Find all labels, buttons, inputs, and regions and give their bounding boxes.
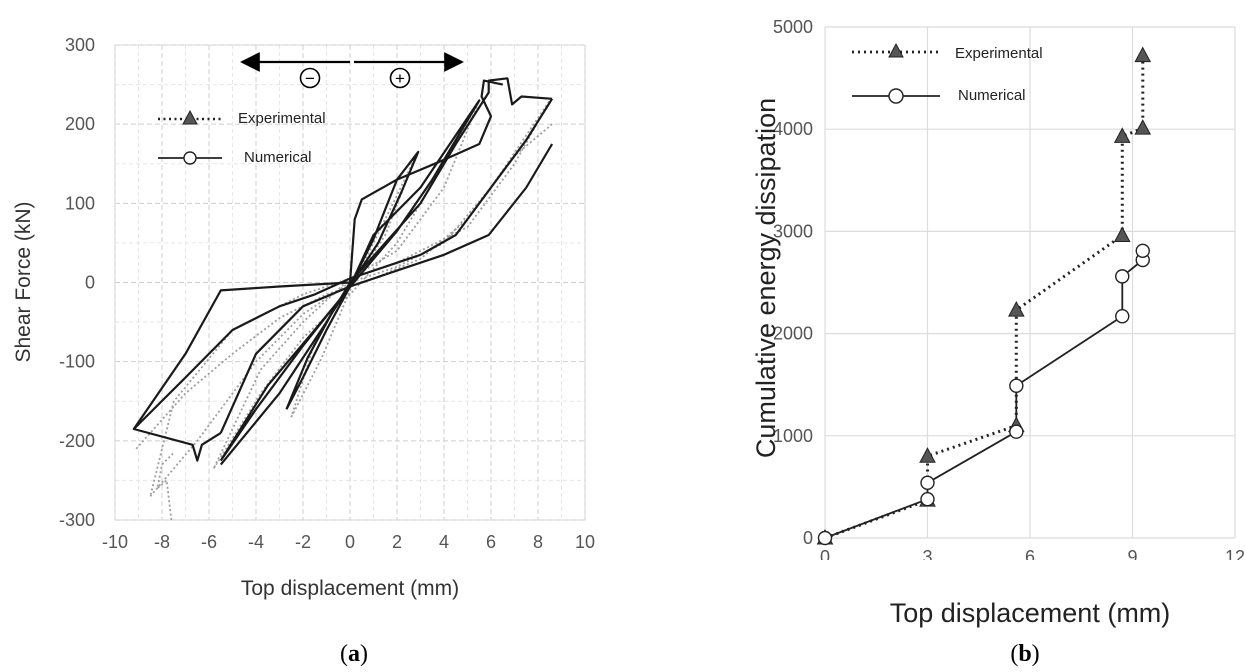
x-tick-label: 4 xyxy=(439,532,449,552)
y-tick-label: 300 xyxy=(65,35,95,55)
x-tick-label: 9 xyxy=(1127,547,1137,567)
experimental-data-point xyxy=(1134,46,1152,63)
experimental-data-point xyxy=(919,447,936,463)
legend-numerical-label: Numerical xyxy=(958,87,1026,104)
x-tick-label: 2 xyxy=(392,532,402,552)
chart-b-panel-label: (b) xyxy=(1010,641,1039,667)
x-tick-label: 8 xyxy=(533,532,543,552)
chart-a-panel-label: (a) xyxy=(340,641,368,667)
y-tick-label: 200 xyxy=(65,114,95,134)
y-tick-label: -100 xyxy=(59,352,95,372)
negative-sign: − xyxy=(305,69,315,88)
x-tick-clip xyxy=(800,560,1245,580)
x-tick-label: 6 xyxy=(1025,547,1035,567)
numerical-data-point xyxy=(1115,309,1130,324)
x-tick-label: 0 xyxy=(345,532,355,552)
chart-b-x-axis-label: Top displacement (mm) xyxy=(890,598,1171,628)
experimental-hysteresis-loop xyxy=(156,452,175,521)
numerical-data-point xyxy=(1115,269,1130,284)
legend-numerical-label: Numerical xyxy=(244,149,312,166)
x-tick-label: -2 xyxy=(295,532,311,552)
legend-experimental-label: Experimental xyxy=(955,45,1043,62)
numerical-series-line xyxy=(824,250,1144,539)
y-tick-label: 1000 xyxy=(773,426,813,446)
chart-a-legend: Experimental Numerical xyxy=(158,109,326,166)
chart-b-grid xyxy=(824,26,1236,539)
legend-experimental-marker xyxy=(182,109,198,125)
x-tick-label: -10 xyxy=(102,532,128,552)
experimental-hysteresis-loop xyxy=(212,99,481,469)
chart-b-legend: Experimental Numerical xyxy=(852,42,1043,104)
x-tick-label: 0 xyxy=(820,547,830,567)
experimental-hysteresis-loop xyxy=(135,123,553,450)
numerical-hysteresis-loop xyxy=(132,98,554,462)
numerical-hysteresis-loop xyxy=(132,79,504,430)
x-tick-label: -4 xyxy=(248,532,264,552)
experimental-data-point xyxy=(1113,127,1131,143)
y-tick-label: 4000 xyxy=(773,119,813,139)
y-tick-label: 3000 xyxy=(773,221,813,241)
positive-sign-icon xyxy=(389,67,411,89)
y-tick-label: 2000 xyxy=(773,324,813,344)
experimental-data-point xyxy=(1134,119,1152,135)
experimental-data-point xyxy=(1113,226,1131,242)
numerical-hysteresis-loop xyxy=(219,99,481,462)
x-tick-label: -6 xyxy=(201,532,217,552)
chart-a-x-axis-label: Top displacement (mm) xyxy=(241,577,459,600)
negative-sign-icon xyxy=(299,67,321,89)
x-tick-label: 6 xyxy=(486,532,496,552)
experimental-data-point xyxy=(1007,301,1025,317)
experimental-series-line xyxy=(824,55,1145,540)
numerical-data-point xyxy=(817,530,833,546)
chart-a-data xyxy=(132,77,554,521)
legend-numerical-marker xyxy=(183,151,197,165)
numerical-data-point xyxy=(920,491,935,507)
positive-sign: + xyxy=(395,69,405,88)
y-tick-label: 100 xyxy=(65,193,95,213)
chart-b-y-axis-label: Cumulative energy dissipation xyxy=(751,98,781,458)
y-tick-label: 5000 xyxy=(773,17,813,37)
numerical-data-point xyxy=(1009,378,1024,393)
y-tick-label: -200 xyxy=(59,431,95,451)
legend-numerical-marker xyxy=(888,88,904,104)
chart-a-ticks: -10 -8 -6 -4 -2 0 2 4 6 8 10 -300 -200 -100 0 100 200 300 xyxy=(59,35,595,552)
x-tick-label: 10 xyxy=(575,532,595,552)
numerical-data-point xyxy=(1135,243,1150,259)
chart-b-data xyxy=(816,46,1152,546)
y-tick-label: -300 xyxy=(59,510,95,530)
numerical-data-point xyxy=(920,475,935,491)
x-tick-label: 3 xyxy=(922,547,932,567)
numerical-data-point xyxy=(1009,424,1024,439)
legend-experimental-label: Experimental xyxy=(238,110,326,127)
chart-a-direction-annotation: − + xyxy=(240,52,464,89)
chart-a-y-axis-label: Shear Force (kN) xyxy=(12,201,35,362)
legend-experimental-marker xyxy=(888,42,904,58)
numerical-hysteresis-loop xyxy=(219,77,553,466)
chart-a: -10 -8 -6 -4 -2 0 2 4 6 8 10 -300 -200 -100 0 100 200 300… xyxy=(12,35,595,667)
y-tick-label: 0 xyxy=(803,528,813,548)
numerical-hysteresis-loop xyxy=(219,143,554,434)
x-tick-label: -8 xyxy=(154,532,170,552)
y-tick-label: 0 xyxy=(85,273,95,293)
